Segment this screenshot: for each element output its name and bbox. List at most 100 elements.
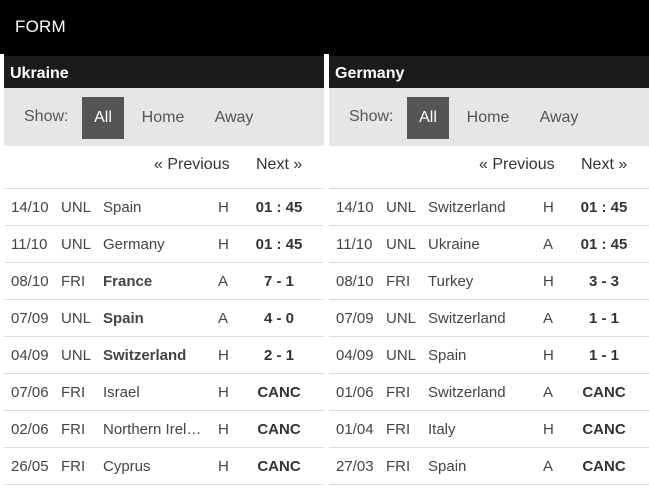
match-venue: H (218, 458, 229, 475)
match-result: 01 : 45 (255, 199, 303, 216)
match-row[interactable]: 04/09 UNL Switzerland H 2 - 1 (4, 337, 324, 374)
match-row[interactable]: 14/10 UNL Spain H 01 : 45 (4, 189, 324, 226)
next-link[interactable]: Next » (256, 156, 303, 173)
match-date: 08/10 (11, 273, 49, 290)
match-opponent: Israel (103, 384, 140, 401)
match-competition: FRI (61, 421, 86, 438)
match-result: CANC (582, 421, 626, 438)
match-opponent: France (103, 273, 153, 290)
match-date: 01/06 (336, 384, 374, 401)
match-row[interactable]: 14/10 UNL Switzerland H 01 : 45 (329, 189, 649, 226)
match-row[interactable]: 11/10 UNL Ukraine A 01 : 45 (329, 226, 649, 263)
match-opponent: Switzerland (428, 310, 506, 327)
match-venue: H (218, 384, 229, 401)
filter-all-button[interactable]: All (407, 97, 449, 139)
match-row[interactable]: 04/09 UNL Spain H 1 - 1 (329, 337, 649, 374)
match-competition: FRI (386, 384, 411, 401)
team-name: Germany (329, 54, 649, 88)
match-venue: A (543, 458, 554, 475)
match-result: CANC (257, 421, 301, 438)
filter-bar: Show: All Home Away (4, 88, 324, 146)
match-row[interactable]: 08/10 FRI Turkey H 3 - 3 (329, 263, 649, 300)
match-row[interactable]: 07/09 UNL Switzerland A 1 - 1 (329, 300, 649, 337)
match-date: 11/10 (336, 236, 373, 253)
match-date: 02/06 (11, 421, 49, 438)
match-row[interactable]: 07/09 UNL Spain A 4 - 0 (4, 300, 324, 337)
match-competition: UNL (386, 236, 417, 253)
match-venue: A (543, 236, 554, 253)
match-date: 11/10 (11, 236, 48, 253)
next-link[interactable]: Next » (581, 156, 628, 173)
match-venue: A (218, 273, 229, 290)
match-opponent: Northern Ireland (103, 421, 209, 438)
match-result: 1 - 1 (588, 347, 619, 364)
match-opponent: Ukraine (428, 236, 480, 253)
match-row[interactable]: 11/10 UNL Germany H 01 : 45 (4, 226, 324, 263)
show-label: Show: (349, 108, 394, 125)
match-opponent: Italy (428, 421, 456, 438)
match-opponent: Germany (103, 236, 165, 253)
match-date: 07/06 (11, 384, 49, 401)
match-opponent: Switzerland (428, 199, 506, 216)
filter-home-button[interactable]: Home (466, 109, 510, 126)
match-venue: A (543, 310, 554, 327)
match-result: 01 : 45 (255, 236, 303, 253)
previous-link[interactable]: « Previous (154, 156, 230, 173)
match-row[interactable]: 02/06 FRI Northern Ireland H CANC (4, 411, 324, 448)
match-row[interactable]: 26/05 FRI Cyprus H CANC (4, 448, 324, 485)
match-venue: H (543, 421, 554, 438)
match-row[interactable]: 08/10 FRI France A 7 - 1 (4, 263, 324, 300)
match-result: CANC (582, 458, 626, 475)
match-venue: A (218, 310, 229, 327)
match-competition: FRI (386, 458, 411, 475)
match-row[interactable]: 01/04 FRI Italy H CANC (329, 411, 649, 448)
match-date: 27/03 (336, 458, 374, 475)
match-competition: UNL (61, 310, 92, 327)
match-venue: H (543, 273, 554, 290)
match-list: 14/10 UNL Spain H 01 : 45 11/10 UNL Germany H 01 … (4, 188, 324, 485)
match-date: 08/10 (336, 273, 374, 290)
match-date: 14/10 (11, 199, 49, 216)
match-competition: FRI (61, 273, 86, 290)
match-list: 14/10 UNL Switzerland H 01 : 45 11/10 UNL Ukrai… (329, 188, 649, 485)
match-competition: FRI (61, 458, 86, 475)
match-date: 04/09 (11, 347, 49, 364)
match-competition: UNL (386, 199, 417, 216)
form-header: FORM (0, 0, 649, 54)
match-venue: H (218, 199, 229, 216)
match-opponent: Spain (428, 347, 467, 364)
match-row[interactable]: 27/03 FRI Spain A CANC (329, 448, 649, 485)
match-opponent: Turkey (428, 273, 474, 290)
match-competition: UNL (61, 347, 92, 364)
match-competition: FRI (386, 273, 411, 290)
team-form-panel-away: Germany Show: All Home Away « Previous N… (329, 54, 649, 498)
match-venue: H (543, 347, 554, 364)
match-opponent: Spain (428, 458, 467, 475)
match-result: 7 - 1 (263, 273, 294, 290)
match-result: 3 - 3 (588, 273, 619, 290)
filter-away-button[interactable]: Away (539, 109, 579, 126)
match-competition: FRI (61, 384, 86, 401)
match-date: 26/05 (11, 458, 49, 475)
show-label: Show: (24, 108, 69, 125)
match-opponent: Cyprus (103, 458, 151, 475)
filter-all-button[interactable]: All (82, 97, 124, 139)
match-competition: UNL (386, 310, 417, 327)
match-result: 01 : 45 (580, 199, 628, 216)
match-row[interactable]: 01/06 FRI Switzerland A CANC (329, 374, 649, 411)
match-date: 01/04 (336, 421, 374, 438)
match-competition: UNL (61, 236, 92, 253)
filter-home-button[interactable]: Home (141, 109, 185, 126)
match-opponent: Switzerland (428, 384, 506, 401)
match-competition: UNL (386, 347, 417, 364)
match-competition: UNL (61, 199, 92, 216)
match-venue: H (218, 347, 229, 364)
previous-link[interactable]: « Previous (479, 156, 555, 173)
match-result: 2 - 1 (263, 347, 294, 364)
filter-away-button[interactable]: Away (214, 109, 254, 126)
match-result: 4 - 0 (263, 310, 294, 327)
match-row[interactable]: 07/06 FRI Israel H CANC (4, 374, 324, 411)
match-venue: H (543, 199, 554, 216)
match-result: 1 - 1 (588, 310, 619, 327)
match-result: 01 : 45 (580, 236, 628, 253)
